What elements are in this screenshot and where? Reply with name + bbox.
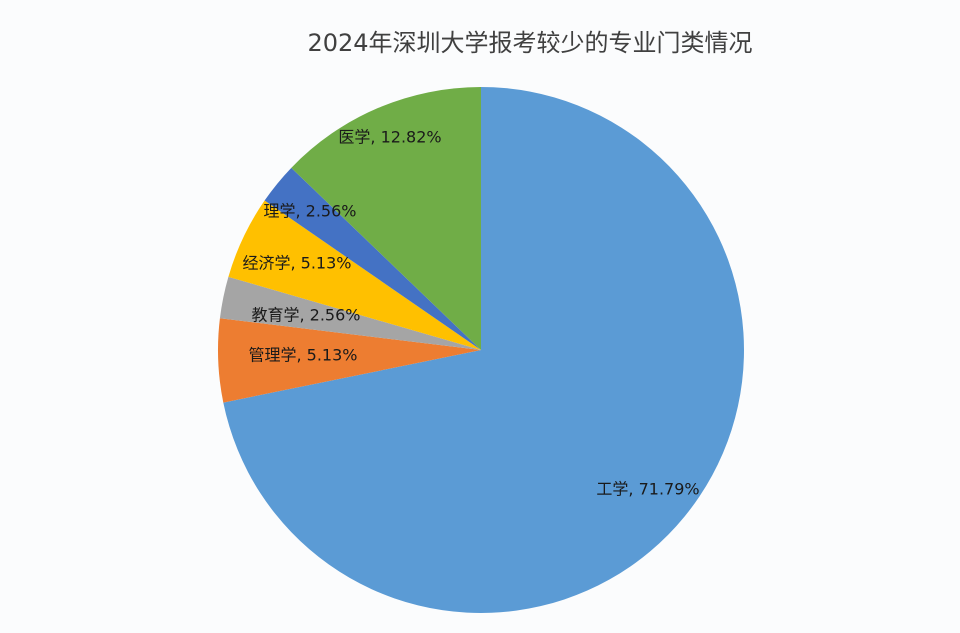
data-label: 经济学, 5.13% — [242, 254, 351, 273]
data-label: 管理学, 5.13% — [248, 346, 357, 365]
pie-slice — [223, 87, 745, 613]
pie-slice — [218, 318, 481, 403]
data-label: 医学, 12.82% — [338, 128, 441, 147]
data-label: 理学, 2.56% — [263, 202, 356, 221]
pie-slice — [291, 87, 481, 350]
pie-slice — [219, 276, 482, 350]
data-label: 教育学, 2.56% — [251, 306, 360, 325]
pie-slice — [264, 167, 481, 350]
chart-title: 2024年深圳大学报考较少的专业门类情况 — [307, 29, 752, 57]
data-label: 工学, 71.79% — [596, 480, 699, 499]
pie-slice — [228, 200, 481, 350]
